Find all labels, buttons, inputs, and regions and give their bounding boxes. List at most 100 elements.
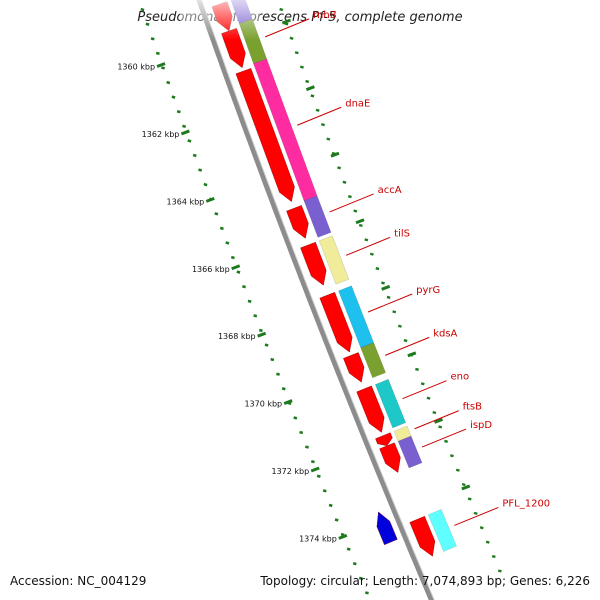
gene-label-pfl_1200: PFL_1200 <box>502 498 550 509</box>
gene-leader-line <box>345 236 391 256</box>
minor-tick-inner <box>187 139 192 143</box>
gene-leader-line <box>367 293 413 313</box>
gene-label-ispd: ispD <box>470 420 492 431</box>
cds-forward-arrow <box>375 432 393 447</box>
major-tick-mark <box>283 399 293 405</box>
cds-forward-arrow <box>379 442 401 473</box>
minor-tick-outer <box>397 324 402 328</box>
minor-tick-outer <box>342 180 347 184</box>
minor-tick-inner <box>364 591 369 595</box>
minor-tick-inner <box>270 357 275 362</box>
minor-tick-inner <box>225 241 230 245</box>
backbone-layer <box>196 0 435 600</box>
minor-tick-inner <box>150 37 155 41</box>
gene-leader-line <box>329 193 374 213</box>
minor-tick-outer <box>381 281 385 285</box>
minor-tick-inner <box>358 576 363 580</box>
minor-tick-outer <box>497 569 502 573</box>
cog-band <box>397 435 423 469</box>
gene-leader-line <box>402 380 447 400</box>
minor-tick-outer <box>375 267 380 271</box>
minor-tick-inner <box>176 110 181 114</box>
minor-tick-outer <box>299 65 304 69</box>
tick-label: 1370 kbp <box>244 400 282 409</box>
minor-tick-inner <box>145 22 150 26</box>
minor-tick-outer <box>369 252 374 256</box>
minor-tick-outer <box>467 497 472 501</box>
minor-tick-outer <box>432 410 437 415</box>
minor-tick-outer <box>305 79 310 84</box>
minor-tick-inner <box>182 124 187 129</box>
minor-tick-inner <box>352 562 357 566</box>
minor-tick-outer <box>479 526 484 530</box>
cds-forward-arrow <box>343 352 365 383</box>
tick-label: 1364 kbp <box>167 197 205 206</box>
minor-tick-inner <box>305 445 309 449</box>
major-tick-mark <box>231 264 241 271</box>
minor-tick-outer <box>415 367 419 371</box>
minor-tick-inner <box>198 168 203 172</box>
minor-tick-outer <box>403 338 408 343</box>
minor-tick-inner <box>258 328 263 333</box>
top-fade <box>180 0 260 40</box>
minor-tick-inner <box>161 66 166 70</box>
minor-tick-outer <box>326 137 331 141</box>
major-tick-mark <box>257 331 267 338</box>
minor-tick-outer <box>337 166 342 170</box>
gene-label-dnae: dnaE <box>345 98 370 109</box>
minor-tick-inner <box>328 503 333 508</box>
gene-label-rnhb: rnhB <box>313 10 337 21</box>
minor-tick-inner <box>140 7 145 12</box>
cds-forward-arrow <box>235 68 295 202</box>
tick-label: 1368 kbp <box>218 332 256 341</box>
gene-leader-line <box>414 410 459 430</box>
minor-tick-inner <box>310 459 315 464</box>
minor-tick-inner <box>230 255 235 260</box>
minor-tick-outer <box>364 238 369 242</box>
major-tick-mark-outer <box>434 417 444 424</box>
major-tick-mark <box>338 533 348 540</box>
minor-tick-inner <box>253 314 258 318</box>
gene-leader-line <box>385 336 430 356</box>
cds-forward-arrow <box>286 205 309 239</box>
labels-layer: 1360 kbp 1362 kbp 1364 kbp 1366 kbp 1368 kbp… <box>117 10 550 543</box>
cds-forward-arrow <box>356 385 385 433</box>
minor-tick-inner <box>247 299 252 303</box>
minor-tick-outer <box>392 310 397 314</box>
gene-label-tils: tilS <box>394 228 410 239</box>
major-tick-mark-outer <box>381 284 391 291</box>
minor-tick-outer <box>386 295 391 299</box>
cog-band <box>375 379 406 429</box>
minor-tick-outer <box>294 51 299 55</box>
tick-label: 1366 kbp <box>192 265 230 274</box>
tick-label: 1372 kbp <box>271 467 309 476</box>
minor-tick-inner <box>264 343 269 347</box>
gene-leader-line <box>454 507 499 526</box>
cds-forward-arrow <box>319 292 353 353</box>
minor-tick-inner <box>242 285 246 289</box>
cog-band <box>428 509 457 552</box>
minor-tick-inner <box>322 489 327 493</box>
minor-tick-inner <box>203 182 208 187</box>
minor-tick-inner <box>236 270 241 274</box>
minor-tick-outer <box>455 468 460 472</box>
minor-tick-outer <box>420 382 425 386</box>
major-tick-mark-outer <box>330 151 340 158</box>
minor-tick-inner <box>346 547 351 551</box>
gene-label-kdsa: kdsA <box>433 328 457 339</box>
gene-label-ftsb: ftsB <box>463 402 482 413</box>
minor-tick-outer <box>310 94 315 98</box>
cds-forward-arrow <box>409 516 436 557</box>
ticks-layer <box>140 7 502 595</box>
major-tick-mark-outer <box>461 484 471 491</box>
backbone-highlight <box>201 0 435 600</box>
minor-tick-inner <box>214 212 219 216</box>
minor-tick-inner <box>155 51 160 56</box>
minor-tick-inner <box>281 387 286 391</box>
minor-tick-inner <box>299 430 304 435</box>
gene-label-acca: accA <box>378 185 402 196</box>
tick-label: 1362 kbp <box>142 130 180 139</box>
minor-tick-inner <box>340 532 345 537</box>
gene-leader-line <box>264 18 310 38</box>
